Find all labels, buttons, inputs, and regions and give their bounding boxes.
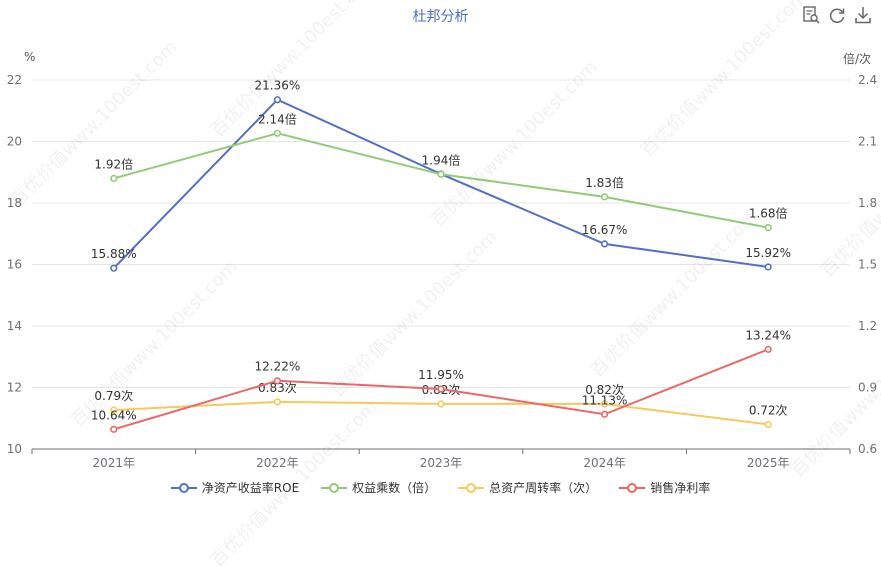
legend-item[interactable]: 销售净利率 — [619, 479, 710, 496]
data-label: 0.82次 — [585, 383, 624, 397]
x-tick-label: 2024年 — [583, 456, 626, 470]
y-right-tick-label: 0.6 — [858, 442, 877, 456]
y-right-tick-label: 1.5 — [858, 258, 877, 272]
data-point — [437, 385, 445, 393]
chart-legend: 净资产收益率ROE 权益乘数（倍） 总资产周转率（次） 销售净利率 — [0, 479, 881, 496]
y-left-tick-label: 10 — [7, 442, 22, 456]
data-label: 13.24% — [745, 328, 791, 342]
legend-label: 权益乘数（倍） — [352, 481, 437, 495]
legend-item[interactable]: 净资产收益率ROE — [170, 479, 300, 496]
y-right-tick-label: 2.4 — [858, 73, 877, 87]
download-icon[interactable] — [853, 5, 873, 25]
data-point — [764, 224, 772, 232]
data-view-icon[interactable] — [801, 5, 821, 25]
data-label: 11.95% — [418, 368, 464, 382]
data-label: 11.13% — [582, 393, 628, 407]
data-label: 16.67% — [582, 223, 628, 237]
data-label: 1.94倍 — [422, 152, 461, 167]
series-line-1 — [113, 132, 769, 229]
data-label: 1.68倍 — [749, 206, 788, 221]
data-label: 21.36% — [255, 79, 301, 93]
legend-label: 销售净利率 — [650, 481, 711, 495]
x-tick-label: 2021年 — [93, 456, 136, 470]
data-label: 2.14倍 — [258, 111, 297, 126]
y-right-tick-label: 0.9 — [858, 381, 877, 395]
data-point — [273, 96, 282, 104]
data-point — [437, 170, 445, 178]
x-tick-label: 2022年 — [256, 456, 299, 470]
data-point — [437, 400, 445, 408]
plot-area: 10 12 14 16 18 20 22 0.6 0.9 1.2 1.5 1.8 2.1 2.4 2021年… — [7, 73, 877, 470]
data-point — [273, 129, 282, 137]
y-right-tick-label: 1.2 — [858, 319, 877, 333]
x-tick-label: 2025年 — [747, 456, 790, 470]
data-point — [110, 174, 118, 182]
data-label: 1.92倍 — [94, 156, 133, 171]
y-left-tick-label: 20 — [7, 135, 22, 149]
data-point — [600, 193, 609, 201]
x-tick-label: 2023年 — [420, 456, 463, 470]
y-left-tick-label: 12 — [7, 381, 22, 395]
legend-label: 总资产周转率（次） — [489, 481, 598, 495]
data-point — [110, 425, 118, 433]
data-label: 12.22% — [255, 360, 301, 374]
y-right-tick-label: 2.1 — [858, 135, 877, 149]
data-point — [764, 345, 772, 353]
chart-title: 杜邦分析 — [412, 9, 469, 25]
data-label: 1.83倍 — [585, 175, 624, 190]
data-point — [110, 264, 118, 272]
data-point — [600, 400, 609, 408]
y-right-tick-label: 1.8 — [858, 196, 877, 210]
legend-item[interactable]: 权益乘数（倍） — [321, 479, 436, 496]
y-right-unit-label: 倍/次 — [842, 52, 871, 66]
data-point — [273, 377, 282, 385]
data-label: 15.92% — [745, 246, 791, 260]
y-left-unit-label: % — [24, 50, 36, 64]
y-left-tick-label: 18 — [7, 196, 22, 210]
data-point — [764, 263, 772, 271]
data-point — [600, 240, 609, 248]
data-label: 15.88% — [91, 247, 137, 261]
y-left-tick-label: 14 — [7, 319, 22, 333]
chart-toolbar — [801, 5, 873, 25]
data-point — [764, 420, 772, 429]
data-label: 0.79次 — [94, 389, 133, 403]
legend-label: 净资产收益率ROE — [201, 481, 300, 495]
legend-line-icon — [170, 482, 197, 493]
y-left-tick-label: 22 — [7, 73, 22, 87]
y-left-tick-label: 16 — [7, 258, 22, 272]
legend-line-icon — [458, 482, 485, 493]
legend-item[interactable]: 总资产周转率（次） — [458, 479, 597, 496]
data-label: 10.64% — [91, 408, 137, 422]
legend-line-icon — [619, 482, 646, 493]
data-point — [600, 410, 609, 418]
data-point — [110, 406, 118, 414]
legend-line-icon — [321, 482, 348, 493]
data-point — [273, 398, 282, 406]
series-line-0 — [113, 98, 769, 269]
data-label: 0.72次 — [749, 403, 788, 417]
restore-icon[interactable] — [827, 5, 847, 25]
